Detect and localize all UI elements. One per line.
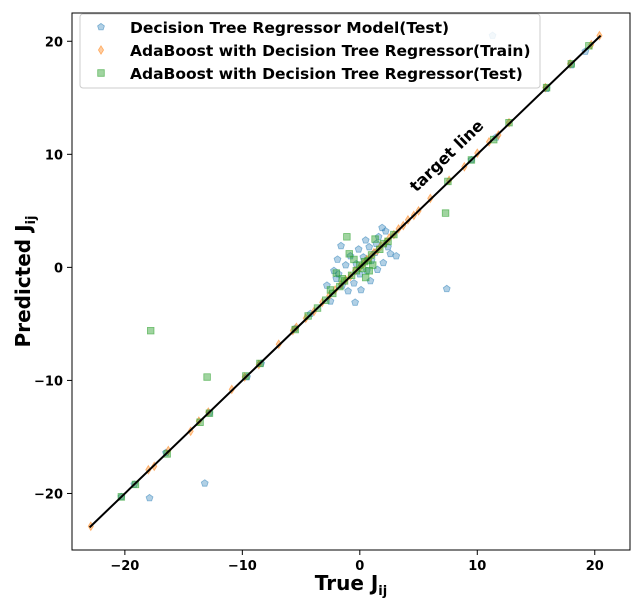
data-point <box>345 250 353 258</box>
x-axis-label: True Jij <box>315 571 387 599</box>
data-point <box>333 255 342 263</box>
data-point <box>442 284 451 293</box>
legend-entry-ada-train: AdaBoost with Decision Tree Regressor(Tr… <box>130 42 531 60</box>
plot-frame <box>71 12 631 551</box>
data-point <box>200 479 209 487</box>
data-point <box>332 269 341 277</box>
y-axis-label-main: Predicted J <box>11 224 35 347</box>
data-point <box>203 373 211 381</box>
data-point <box>351 298 360 306</box>
data-point <box>369 261 377 269</box>
data-point <box>354 245 363 253</box>
data-point <box>381 227 390 235</box>
y-tick-label: −10 <box>34 374 63 389</box>
data-point <box>147 326 155 335</box>
legend-box <box>79 13 541 89</box>
x-axis-label-main: True J <box>315 571 379 595</box>
data-point <box>361 273 370 282</box>
data-point <box>343 233 351 241</box>
data-point <box>441 209 450 217</box>
data-point <box>337 241 345 250</box>
data-point <box>386 249 395 258</box>
x-axis-label-subscript: ij <box>378 584 387 599</box>
legend-entry-ada-test: AdaBoost with Decision Tree Regressor(Te… <box>130 65 523 83</box>
data-point <box>341 261 350 269</box>
ticks-layer: −20 −10 0 10 20 −20 −10 0 10 20 <box>34 35 604 574</box>
data-point <box>371 235 379 243</box>
data-point <box>350 255 358 264</box>
target-line <box>88 34 602 529</box>
y-tick-label: 10 <box>45 148 63 163</box>
data-point <box>379 258 388 267</box>
y-axis-label-subscript: ij <box>24 216 39 225</box>
legend-entry-dt-test: Decision Tree Regressor Model(Test) <box>130 19 449 37</box>
x-tick-label: 0 <box>355 559 364 574</box>
y-axis-label: Predicted Jij <box>11 216 39 348</box>
legend-marker-ada-test <box>97 69 105 77</box>
legend: Decision Tree Regressor Model(Test) AdaB… <box>79 13 541 89</box>
y-tick-label: 0 <box>54 261 63 276</box>
data-point <box>344 287 352 295</box>
data-point <box>361 236 370 244</box>
x-tick-label: 20 <box>586 559 604 574</box>
legend-markers <box>97 22 105 77</box>
y-tick-label: −20 <box>34 487 63 502</box>
data-point <box>392 251 401 260</box>
x-tick-label: −20 <box>110 559 139 574</box>
data-point <box>357 285 365 294</box>
data-point <box>330 266 338 275</box>
x-tick-label: −10 <box>228 559 257 574</box>
legend-marker-dt-test <box>97 22 105 31</box>
data-point <box>365 267 373 275</box>
data-point <box>365 242 374 251</box>
data-point <box>350 279 358 287</box>
x-tick-label: 10 <box>468 559 486 574</box>
y-tick-label: 20 <box>45 35 63 50</box>
data-point <box>145 493 154 502</box>
legend-marker-ada-train <box>97 45 105 55</box>
